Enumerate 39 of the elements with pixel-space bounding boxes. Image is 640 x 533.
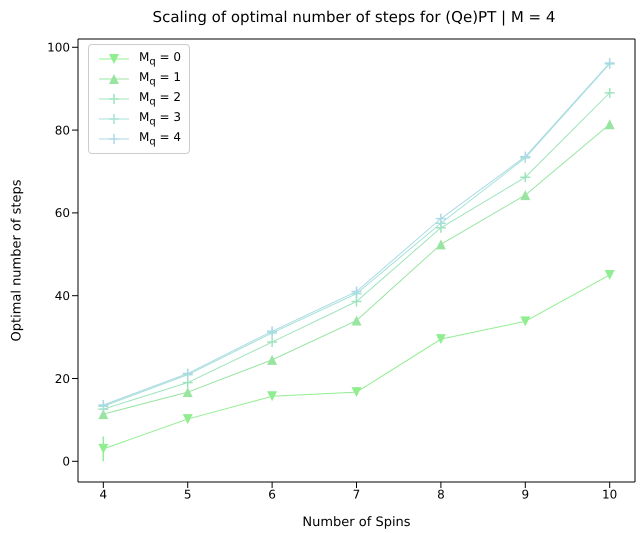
point: [266, 336, 278, 348]
point: [436, 334, 446, 344]
legend-label: M$_{q}$ = 0: [139, 50, 182, 68]
legend-label: M$_{q}$ = 4: [139, 130, 182, 148]
point: [267, 354, 278, 365]
legend-label: M$_{q}$ = 1: [139, 70, 182, 88]
y-tick-label: 0: [62, 454, 70, 469]
point: [350, 296, 362, 308]
point: [436, 239, 446, 250]
x-tick-label: 10: [602, 488, 618, 502]
x-tick-label: 8: [437, 488, 445, 502]
x-tick-label: 5: [184, 488, 192, 502]
point: [520, 172, 532, 184]
x-tick-label: 7: [352, 488, 360, 502]
point: [435, 212, 447, 224]
point: [182, 387, 193, 398]
legend-label: M$_{q}$ = 2: [139, 90, 182, 108]
point: [604, 87, 616, 99]
y-tick-label: 80: [54, 123, 70, 138]
y-tick-label: 40: [54, 288, 70, 303]
point: [604, 119, 615, 130]
y-tick-label: 100: [47, 40, 70, 55]
point: [520, 190, 530, 200]
x-tick-label: 4: [100, 488, 108, 502]
point: [352, 316, 362, 326]
point: [520, 316, 530, 326]
y-tick-label: 60: [54, 206, 70, 220]
x-tick-label: 9: [521, 488, 530, 502]
legend-label: M$_{q}$ = 3: [139, 110, 182, 128]
y-tick-label: 20: [54, 372, 70, 386]
y-axis-title: Optimal number of steps: [10, 179, 25, 342]
point: [352, 387, 362, 398]
x-axis-title: Number of Spins: [302, 515, 411, 530]
point: [604, 270, 615, 280]
point: [267, 391, 278, 402]
x-tick-label: 6: [268, 488, 276, 502]
chart-title: Scaling of optimal number of steps for (Qe)PT | M = 4: [152, 8, 556, 28]
point: [98, 444, 108, 454]
point: [182, 414, 193, 424]
